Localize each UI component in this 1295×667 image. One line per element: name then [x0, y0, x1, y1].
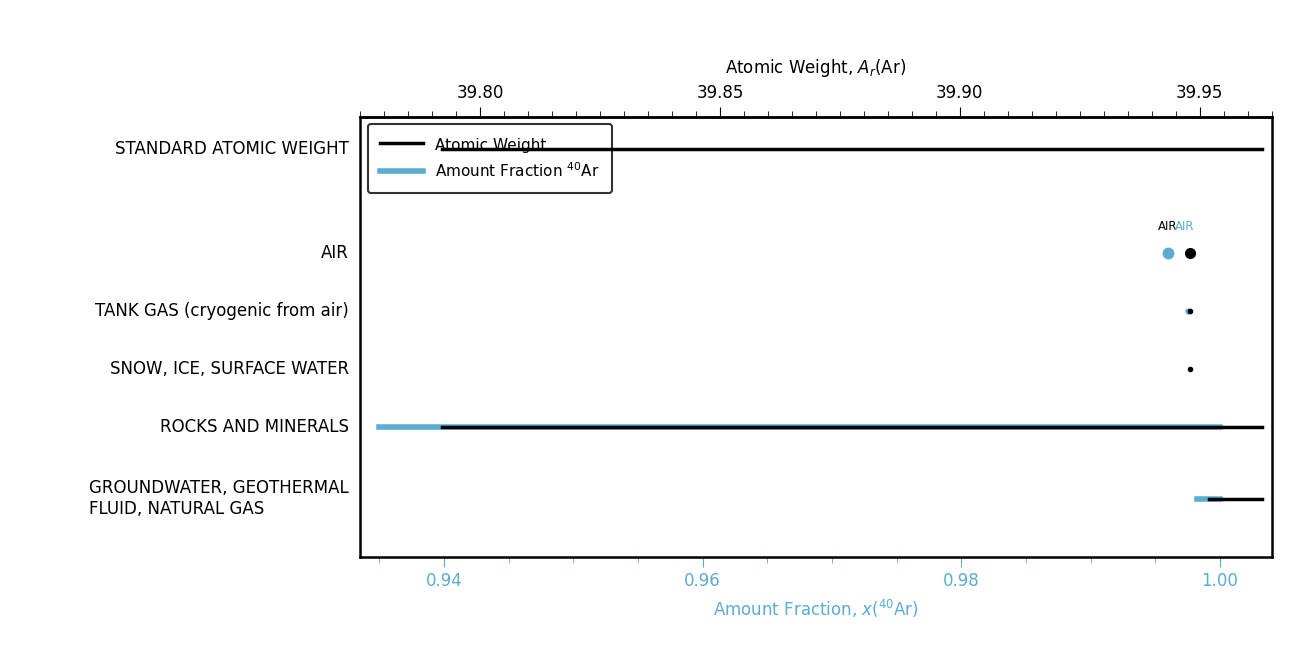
X-axis label: Amount Fraction, $x$($^{40}$Ar): Amount Fraction, $x$($^{40}$Ar) [714, 598, 918, 620]
X-axis label: Atomic Weight, $A_r$(Ar): Atomic Weight, $A_r$(Ar) [725, 57, 906, 79]
Text: AIR: AIR [1175, 220, 1194, 233]
Text: TANK GAS (cryogenic from air): TANK GAS (cryogenic from air) [96, 302, 350, 320]
Text: ROCKS AND MINERALS: ROCKS AND MINERALS [161, 418, 350, 436]
Legend: Atomic Weight, Amount Fraction $^{40}$Ar: Atomic Weight, Amount Fraction $^{40}$Ar [368, 124, 611, 193]
Text: SNOW, ICE, SURFACE WATER: SNOW, ICE, SURFACE WATER [110, 360, 350, 378]
Text: AIR: AIR [1158, 220, 1177, 233]
Text: AIR: AIR [321, 243, 350, 261]
Text: STANDARD ATOMIC WEIGHT: STANDARD ATOMIC WEIGHT [115, 140, 350, 158]
Text: GROUNDWATER, GEOTHERMAL
FLUID, NATURAL GAS: GROUNDWATER, GEOTHERMAL FLUID, NATURAL G… [89, 480, 350, 518]
